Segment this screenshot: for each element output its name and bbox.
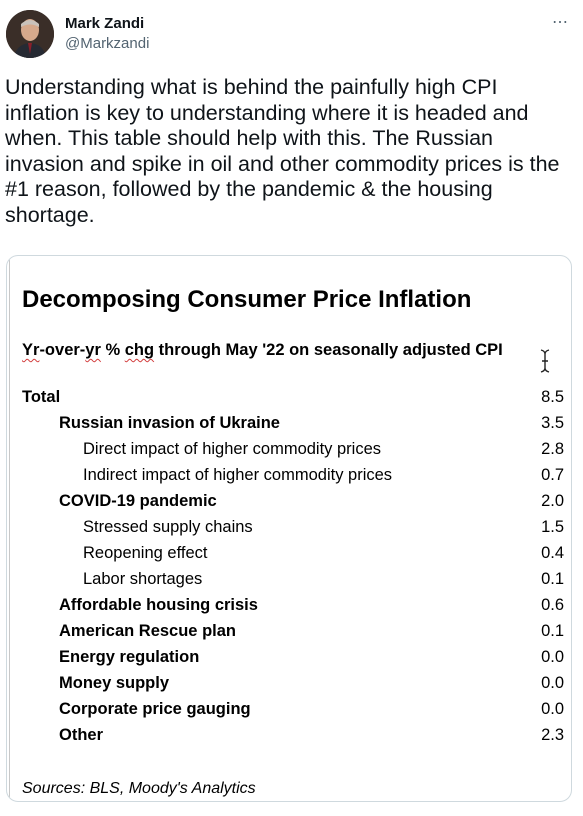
table-row: American Rescue plan 0.1 — [10, 622, 570, 648]
table-row: Stressed supply chains 1.5 — [10, 518, 570, 544]
row-value: 0.1 — [541, 622, 564, 640]
row-value: 3.5 — [541, 414, 564, 432]
row-label: Direct impact of higher commodity prices — [83, 440, 382, 458]
table-row: Reopening effect 0.4 — [10, 544, 570, 570]
tweet-text: Understanding what is behind the painful… — [5, 75, 560, 227]
row-value: 2.3 — [541, 726, 564, 744]
author-name[interactable]: Mark Zandi — [65, 15, 145, 32]
tweet-header: Mark Zandi @Markzandi ⋯ — [6, 10, 577, 58]
row-label: Indirect impact of higher commodity pric… — [83, 466, 393, 484]
row-label: Affordable housing crisis — [59, 596, 258, 614]
avatar-image — [6, 10, 54, 58]
table-title: Decomposing Consumer Price Inflation — [22, 286, 472, 313]
row-value: 0.6 — [541, 596, 564, 614]
row-label: Energy regulation — [59, 648, 200, 666]
table-row: Total 8.5 — [10, 388, 570, 414]
row-label: COVID-19 pandemic — [59, 492, 217, 510]
table-subtitle: Yr-over-yr % chg through May '22 on seas… — [22, 341, 503, 360]
table-row: COVID-19 pandemic 2.0 — [10, 492, 570, 518]
table-row: Energy regulation 0.0 — [10, 648, 570, 674]
table-row: Russian invasion of Ukraine 3.5 — [10, 414, 570, 440]
row-value: 0.1 — [541, 570, 564, 588]
table-row: Direct impact of higher commodity prices… — [10, 440, 570, 466]
table-row: Affordable housing crisis 0.6 — [10, 596, 570, 622]
subtitle-part: Yr — [22, 341, 40, 359]
row-value: 8.5 — [541, 388, 564, 406]
row-label: American Rescue plan — [59, 622, 236, 640]
more-horizontal-icon[interactable]: ⋯ — [552, 14, 569, 31]
subtitle-part: chg — [124, 341, 155, 359]
table-row: Labor shortages 0.1 — [10, 570, 570, 596]
row-label: Total — [22, 388, 61, 406]
row-value: 0.4 — [541, 544, 564, 562]
tweet-media-table[interactable]: Decomposing Consumer Price Inflation Yr-… — [6, 255, 572, 802]
row-value: 0.0 — [541, 700, 564, 718]
subtitle-part: yr — [85, 341, 101, 359]
table-row: Indirect impact of higher commodity pric… — [10, 466, 570, 492]
subtitle-part: -over- — [39, 341, 86, 359]
table-image: Decomposing Consumer Price Inflation Yr-… — [9, 260, 570, 800]
row-value: 2.0 — [541, 492, 564, 510]
table-row: Money supply 0.0 — [10, 674, 570, 700]
row-value: 1.5 — [541, 518, 564, 536]
row-value: 2.8 — [541, 440, 564, 458]
row-label: Stressed supply chains — [83, 518, 253, 536]
row-label: Money supply — [59, 674, 170, 692]
author-handle[interactable]: @Markzandi — [65, 35, 150, 52]
row-value: 0.0 — [541, 674, 564, 692]
row-label: Corporate price gauging — [59, 700, 251, 718]
row-label: Labor shortages — [83, 570, 203, 588]
row-value: 0.7 — [541, 466, 564, 484]
row-label: Other — [59, 726, 104, 744]
subtitle-part: % — [100, 341, 125, 359]
text-cursor-icon — [540, 349, 550, 373]
row-label: Russian invasion of Ukraine — [59, 414, 280, 432]
row-value: 0.0 — [541, 648, 564, 666]
table-row: Corporate price gauging 0.0 — [10, 700, 570, 726]
table-row: Other 2.3 — [10, 726, 570, 752]
row-label: Reopening effect — [83, 544, 208, 562]
avatar[interactable] — [6, 10, 54, 58]
subtitle-part: through May '22 on seasonally adjusted C… — [154, 341, 503, 359]
table-source: Sources: BLS, Moody's Analytics — [22, 780, 256, 797]
